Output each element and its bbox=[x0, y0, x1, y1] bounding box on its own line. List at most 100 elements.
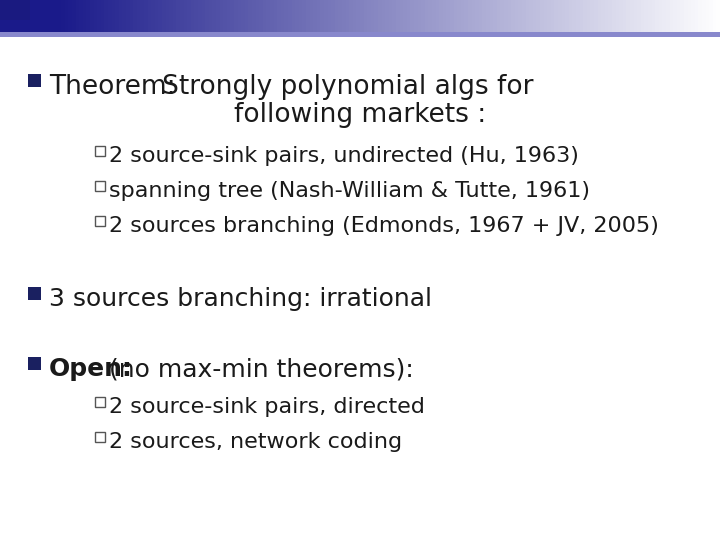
Bar bbox=[677, 0, 680, 32]
Bar bbox=[65, 0, 68, 32]
Bar bbox=[220, 0, 223, 32]
Bar bbox=[36, 0, 40, 32]
Bar bbox=[68, 0, 72, 32]
Bar bbox=[551, 0, 554, 32]
Bar bbox=[28, 74, 41, 87]
Bar bbox=[695, 0, 698, 32]
Bar bbox=[241, 0, 245, 32]
Bar bbox=[166, 0, 169, 32]
Bar bbox=[706, 0, 709, 32]
Bar bbox=[486, 0, 490, 32]
Bar bbox=[590, 0, 594, 32]
Bar bbox=[306, 0, 310, 32]
Bar bbox=[385, 0, 389, 32]
Bar bbox=[302, 0, 306, 32]
Bar bbox=[252, 0, 256, 32]
Bar bbox=[180, 0, 184, 32]
Bar bbox=[432, 0, 436, 32]
Bar bbox=[709, 0, 713, 32]
Bar bbox=[482, 0, 486, 32]
Bar bbox=[115, 0, 119, 32]
Bar bbox=[317, 0, 320, 32]
Bar bbox=[608, 0, 612, 32]
Text: (no max-min theorems):: (no max-min theorems): bbox=[101, 357, 414, 381]
Bar bbox=[655, 0, 659, 32]
Bar bbox=[223, 0, 227, 32]
Bar bbox=[97, 0, 101, 32]
Bar bbox=[572, 0, 576, 32]
Bar bbox=[58, 0, 61, 32]
Bar bbox=[216, 0, 220, 32]
Bar bbox=[43, 0, 47, 32]
Bar bbox=[623, 0, 626, 32]
Bar bbox=[288, 0, 292, 32]
Bar bbox=[277, 0, 281, 32]
Bar bbox=[95, 181, 105, 191]
Text: following markets :: following markets : bbox=[234, 102, 486, 128]
Bar bbox=[436, 0, 439, 32]
Bar bbox=[328, 0, 331, 32]
Bar bbox=[688, 0, 691, 32]
Bar bbox=[565, 0, 569, 32]
Bar bbox=[443, 0, 446, 32]
Bar bbox=[554, 0, 558, 32]
Bar bbox=[28, 287, 41, 300]
Bar bbox=[191, 0, 194, 32]
Bar bbox=[425, 0, 428, 32]
Bar bbox=[90, 0, 94, 32]
Bar bbox=[122, 0, 126, 32]
Bar bbox=[356, 0, 360, 32]
Bar bbox=[378, 0, 382, 32]
Bar bbox=[144, 0, 148, 32]
Bar bbox=[648, 0, 652, 32]
Bar bbox=[594, 0, 598, 32]
Bar bbox=[382, 0, 385, 32]
Bar bbox=[349, 0, 353, 32]
Bar bbox=[713, 0, 716, 32]
Bar bbox=[194, 0, 198, 32]
Bar bbox=[230, 0, 234, 32]
Bar bbox=[410, 0, 414, 32]
Bar bbox=[83, 0, 86, 32]
Bar bbox=[522, 0, 526, 32]
Bar bbox=[50, 0, 54, 32]
Bar bbox=[209, 0, 212, 32]
Bar bbox=[619, 0, 623, 32]
Text: 2 source-sink pairs, undirected (Hu, 1963): 2 source-sink pairs, undirected (Hu, 196… bbox=[109, 146, 579, 166]
Bar bbox=[533, 0, 536, 32]
Bar bbox=[446, 0, 450, 32]
Text: Theorem:: Theorem: bbox=[49, 74, 176, 100]
Text: 2 sources branching (Edmonds, 1967 + JV, 2005): 2 sources branching (Edmonds, 1967 + JV,… bbox=[109, 216, 659, 236]
Text: spanning tree (Nash-William & Tutte, 1961): spanning tree (Nash-William & Tutte, 196… bbox=[109, 181, 590, 201]
Bar bbox=[292, 0, 295, 32]
Bar bbox=[626, 0, 630, 32]
Bar bbox=[212, 0, 216, 32]
Bar bbox=[716, 0, 720, 32]
Bar bbox=[698, 0, 702, 32]
Bar bbox=[112, 0, 115, 32]
Bar bbox=[137, 0, 140, 32]
Bar bbox=[76, 0, 79, 32]
Bar bbox=[126, 0, 130, 32]
Bar bbox=[148, 0, 151, 32]
Bar bbox=[490, 0, 493, 32]
Bar bbox=[270, 0, 274, 32]
Bar bbox=[392, 0, 396, 32]
Bar bbox=[238, 0, 241, 32]
Bar bbox=[634, 0, 637, 32]
Bar bbox=[173, 0, 176, 32]
Bar bbox=[468, 0, 472, 32]
Bar bbox=[389, 0, 392, 32]
Bar bbox=[320, 0, 324, 32]
Bar bbox=[598, 0, 601, 32]
Bar bbox=[428, 0, 432, 32]
Text: Strongly polynomial algs for: Strongly polynomial algs for bbox=[137, 74, 534, 100]
Bar bbox=[47, 0, 50, 32]
Bar bbox=[396, 0, 400, 32]
Bar bbox=[295, 0, 299, 32]
Bar bbox=[659, 0, 662, 32]
Bar bbox=[569, 0, 572, 32]
Bar bbox=[284, 0, 288, 32]
Bar bbox=[374, 0, 378, 32]
Bar bbox=[673, 0, 677, 32]
